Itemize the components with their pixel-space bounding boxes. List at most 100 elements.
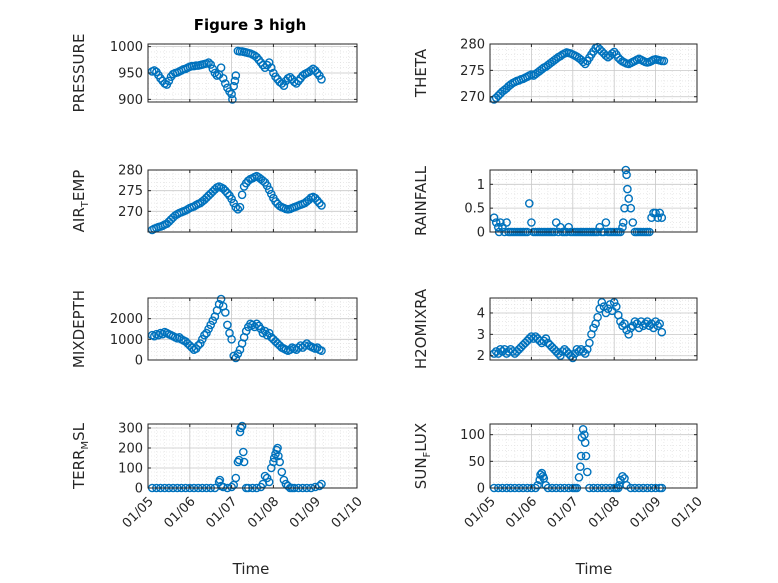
y-axis-label: AIRTEMP <box>70 170 91 233</box>
data-point <box>310 66 320 75</box>
data-point <box>651 208 660 218</box>
data-point <box>622 170 631 180</box>
data-point <box>273 443 282 453</box>
data-point <box>581 451 591 461</box>
y-tick-label: 0.5 <box>464 202 485 217</box>
data-point <box>204 58 213 67</box>
y-tick-label: 1000 <box>110 40 143 55</box>
data-point <box>493 222 503 232</box>
data-point <box>576 451 586 461</box>
data-point <box>554 349 563 358</box>
x-axis-label-left: Time <box>232 560 270 578</box>
y-tick-label: 200 <box>118 442 143 457</box>
data-point <box>580 430 589 440</box>
data-point <box>256 324 266 334</box>
y-tick-label: 280 <box>118 164 143 179</box>
data-point <box>204 324 213 334</box>
x-tick-label: 01/10 <box>669 494 706 531</box>
data-point <box>164 76 174 86</box>
y-axis-label: THETA <box>412 48 430 98</box>
data-point <box>216 63 226 72</box>
y-tick-label: 0 <box>135 482 143 497</box>
data-point <box>498 347 507 356</box>
data-point <box>607 49 617 58</box>
y-tick-label: 275 <box>460 64 485 79</box>
data-point <box>258 176 268 185</box>
data-point <box>231 353 241 363</box>
data-point <box>657 327 667 337</box>
subplot-pressure: 900 950 1000 PRESSURE <box>70 34 358 113</box>
subplot-air-temp: 270 275 280 AIRTEMP <box>70 164 358 235</box>
y-axis-label: SUNFLUX <box>412 423 433 489</box>
y-tick-label: 1000 <box>110 333 143 348</box>
data-point <box>595 222 605 232</box>
data-point <box>223 320 232 330</box>
data-point <box>541 334 551 343</box>
data-point <box>317 201 326 210</box>
data-point <box>210 68 220 78</box>
data-point <box>248 320 257 330</box>
data-point <box>578 424 588 434</box>
data-point <box>643 317 652 326</box>
data-point <box>229 198 238 208</box>
x-axis-label-right: Time <box>575 560 613 578</box>
data-point <box>158 329 167 339</box>
data-point <box>659 56 669 66</box>
data-point <box>493 349 503 358</box>
plot-area <box>490 44 697 102</box>
data-point <box>312 68 322 78</box>
data-point <box>580 438 590 448</box>
axes-frame <box>147 423 358 489</box>
data-point <box>269 453 279 463</box>
data-point <box>300 341 310 350</box>
data-point <box>653 321 663 331</box>
y-tick-label: 0 <box>477 482 485 497</box>
data-point <box>214 299 224 309</box>
data-point <box>623 184 632 194</box>
data-point <box>312 196 322 205</box>
data-point <box>227 334 236 344</box>
figure-title: Figure 3 high <box>194 16 307 34</box>
data-point <box>258 328 268 338</box>
data-point <box>260 471 270 481</box>
data-point <box>310 193 320 203</box>
data-point <box>624 194 634 203</box>
subplot-theta: 270 275 280 THETA <box>412 38 698 105</box>
data-point <box>202 328 211 338</box>
data-point <box>269 457 278 467</box>
y-axis-label: PRESSURE <box>70 34 88 113</box>
data-point <box>252 319 262 329</box>
data-point <box>239 457 249 467</box>
x-tick-label: 01/07 <box>545 494 582 531</box>
data-point <box>262 181 272 190</box>
x-tick-label: 01/08 <box>586 494 623 531</box>
data-point <box>585 338 594 348</box>
data-point <box>655 208 665 218</box>
data-point <box>641 319 650 329</box>
data-point <box>200 330 209 340</box>
y-tick-label: 100 <box>118 462 143 477</box>
data-point <box>229 81 238 91</box>
data-point <box>289 77 299 87</box>
data-point <box>622 325 631 335</box>
data-point <box>527 218 536 227</box>
axes-frame <box>489 169 698 233</box>
data-point <box>657 213 667 222</box>
y-tick-label: 900 <box>118 93 143 108</box>
data-point <box>645 321 654 331</box>
data-point <box>220 186 230 195</box>
data-point <box>315 198 324 208</box>
data-point <box>294 76 303 86</box>
data-point <box>502 218 511 227</box>
data-point <box>618 222 627 232</box>
data-point <box>227 194 236 204</box>
data-point <box>228 95 237 104</box>
x-tick-label: 01/09 <box>287 494 324 531</box>
data-point <box>231 473 241 483</box>
data-point <box>225 87 234 96</box>
data-point <box>252 52 262 62</box>
data-point <box>500 344 509 354</box>
data-point <box>578 57 588 67</box>
